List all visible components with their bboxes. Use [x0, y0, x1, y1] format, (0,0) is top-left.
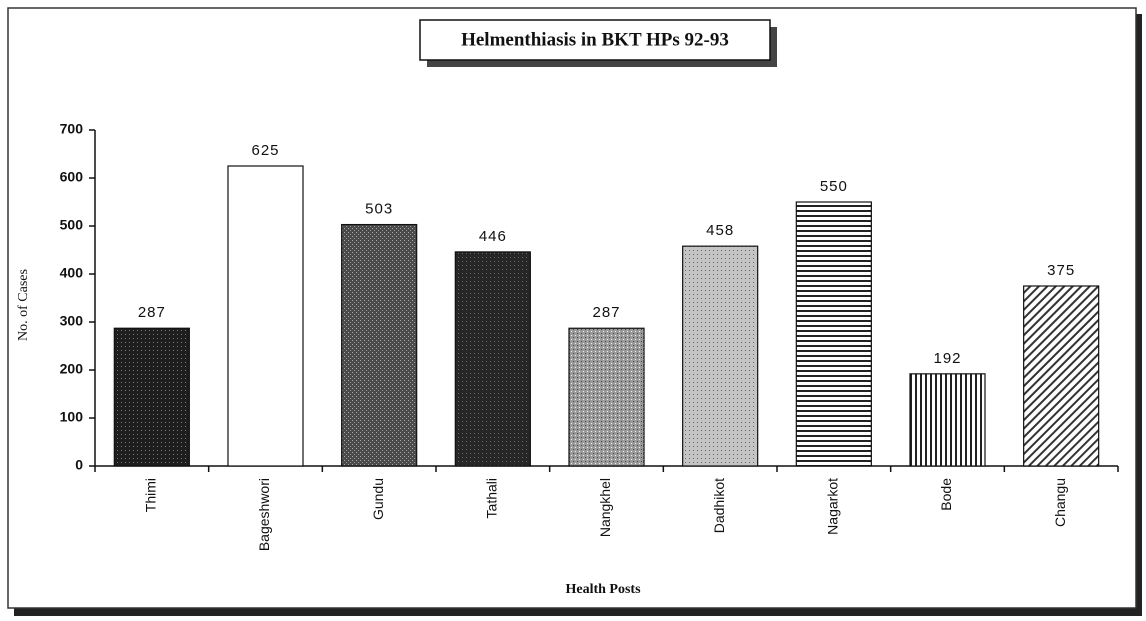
- bar: [454, 251, 531, 467]
- value-label: 550: [820, 178, 848, 195]
- chart-title: Helmenthiasis in BKT HPs 92-93: [461, 29, 729, 50]
- x-axis-label: Health Posts: [565, 582, 641, 597]
- bar: [1023, 285, 1100, 467]
- bar: [227, 165, 304, 467]
- x-tick-label: Bageshwori: [256, 478, 272, 551]
- y-tick-label: 300: [60, 313, 84, 329]
- value-label: 458: [706, 222, 734, 239]
- x-tick-label: Changu: [1052, 478, 1068, 527]
- bar: [909, 373, 986, 467]
- x-tick-label: Thimi: [143, 478, 159, 512]
- y-tick-label: 600: [60, 169, 84, 185]
- bar: [341, 223, 418, 467]
- value-label: 375: [1047, 262, 1075, 279]
- x-tick-label: Nangkhel: [597, 478, 613, 537]
- bar: [682, 245, 759, 467]
- y-tick-label: 400: [60, 265, 84, 281]
- y-tick-label: 100: [60, 409, 84, 425]
- x-tick-label: Nagarkot: [825, 478, 841, 535]
- value-label: 287: [592, 304, 620, 321]
- x-tick-label: Gundu: [370, 478, 386, 520]
- x-tick-label: Dadhikot: [711, 478, 727, 533]
- y-tick-label: 500: [60, 217, 84, 233]
- bar: [113, 327, 190, 467]
- bar: [568, 327, 645, 467]
- y-tick-label: 700: [60, 121, 84, 137]
- title-box: [419, 19, 771, 61]
- value-label: 503: [365, 201, 393, 218]
- value-label: 446: [479, 228, 507, 245]
- y-tick-label: 200: [60, 361, 84, 377]
- y-tick-label: 0: [75, 457, 83, 473]
- x-tick-label: Tathali: [484, 478, 500, 518]
- value-label: 287: [138, 304, 166, 321]
- bar: [795, 201, 872, 467]
- value-label: 625: [251, 142, 279, 159]
- value-label: 192: [933, 350, 961, 367]
- x-tick-label: Bode: [938, 478, 954, 511]
- y-axis-label: No. of Cases: [16, 269, 31, 341]
- frame: [7, 7, 1137, 609]
